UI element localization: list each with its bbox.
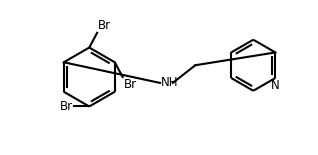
Text: NH: NH bbox=[161, 76, 178, 89]
Text: Br: Br bbox=[59, 100, 73, 113]
Text: Br: Br bbox=[124, 78, 137, 91]
Text: Br: Br bbox=[98, 19, 111, 32]
Text: N: N bbox=[271, 79, 280, 92]
